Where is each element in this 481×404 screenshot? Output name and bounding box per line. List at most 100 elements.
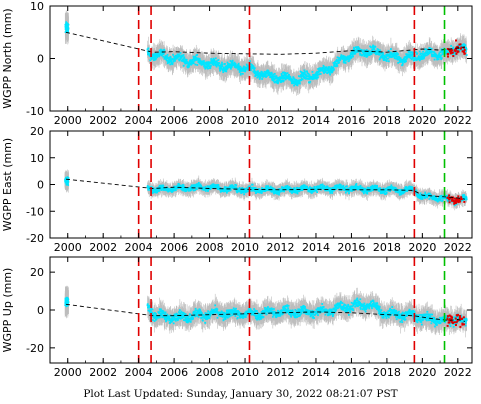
data-point bbox=[208, 65, 211, 68]
data-point bbox=[209, 67, 212, 70]
data-point bbox=[153, 58, 156, 61]
red-point bbox=[455, 48, 458, 51]
data-point bbox=[428, 46, 431, 49]
data-point bbox=[370, 52, 373, 55]
red-point bbox=[451, 51, 454, 54]
data-point bbox=[202, 63, 205, 65]
data-point bbox=[303, 69, 306, 72]
data-point bbox=[171, 62, 174, 65]
data-point bbox=[395, 55, 398, 58]
data-point bbox=[384, 55, 387, 58]
data-point bbox=[311, 70, 314, 73]
data-point bbox=[378, 58, 381, 61]
data-point bbox=[182, 59, 185, 62]
data-point bbox=[275, 76, 278, 78]
data-point bbox=[421, 55, 424, 58]
data-point bbox=[454, 52, 457, 54]
data-point bbox=[155, 57, 157, 60]
data-point bbox=[271, 76, 274, 79]
data-point bbox=[271, 79, 274, 81]
data-point bbox=[263, 73, 266, 76]
data-point bbox=[348, 57, 351, 59]
data-point bbox=[156, 191, 158, 194]
data-point bbox=[335, 60, 337, 62]
data-point bbox=[231, 61, 234, 64]
x-tick-label: 2020 bbox=[408, 114, 436, 127]
data-point bbox=[465, 48, 468, 51]
data-point bbox=[221, 65, 224, 68]
data-point bbox=[207, 67, 209, 70]
data-point bbox=[202, 61, 205, 64]
data-point bbox=[171, 190, 174, 193]
data-point bbox=[64, 178, 66, 181]
x-tick-label: 2012 bbox=[267, 114, 295, 127]
data-point bbox=[183, 56, 186, 59]
data-point bbox=[218, 62, 220, 65]
data-point bbox=[343, 59, 345, 62]
data-point bbox=[170, 59, 173, 62]
data-point bbox=[65, 31, 67, 33]
data-point bbox=[363, 51, 365, 53]
data-point bbox=[301, 78, 304, 81]
data-point bbox=[357, 50, 359, 53]
data-point bbox=[192, 55, 195, 58]
data-point bbox=[287, 75, 290, 78]
data-point bbox=[151, 56, 154, 59]
red-point bbox=[459, 47, 462, 50]
red-points bbox=[446, 39, 466, 58]
data-point bbox=[465, 46, 467, 49]
data-point bbox=[226, 65, 228, 67]
data-point bbox=[192, 58, 195, 61]
data-point bbox=[252, 66, 255, 69]
data-point bbox=[250, 69, 252, 72]
data-point bbox=[160, 48, 162, 51]
data-point bbox=[153, 53, 156, 56]
red-point bbox=[455, 52, 458, 55]
data-point bbox=[280, 76, 283, 79]
data-point bbox=[179, 52, 182, 54]
data-point bbox=[164, 187, 167, 190]
data-point bbox=[271, 74, 274, 77]
data-point bbox=[435, 53, 438, 56]
data-point bbox=[416, 52, 419, 55]
data-point bbox=[168, 57, 171, 60]
red-point bbox=[446, 55, 449, 58]
data-point bbox=[364, 53, 367, 56]
data-point bbox=[384, 59, 386, 61]
data-point bbox=[167, 59, 169, 62]
data-point bbox=[220, 67, 223, 70]
data-point bbox=[190, 63, 193, 66]
data-point bbox=[409, 51, 412, 54]
data-point bbox=[171, 189, 174, 191]
data-point bbox=[300, 77, 303, 80]
data-point bbox=[215, 65, 218, 68]
data-point bbox=[393, 57, 396, 60]
data-point bbox=[404, 58, 407, 61]
y-tick-label: 0 bbox=[37, 53, 44, 66]
data-point bbox=[324, 69, 326, 72]
data-point bbox=[408, 56, 411, 59]
data-point bbox=[395, 54, 398, 57]
data-point bbox=[418, 59, 421, 62]
data-point bbox=[337, 59, 339, 62]
data-point bbox=[315, 71, 318, 74]
data-point bbox=[457, 48, 460, 51]
data-point bbox=[244, 66, 246, 69]
data-point bbox=[343, 55, 346, 58]
data-point bbox=[65, 184, 68, 186]
data-point bbox=[304, 70, 306, 73]
data-point bbox=[398, 57, 401, 59]
data-point bbox=[187, 65, 190, 68]
x-tick-label: 2010 bbox=[231, 114, 259, 127]
data-point bbox=[283, 76, 286, 79]
data-point bbox=[293, 77, 295, 80]
data-point bbox=[433, 58, 436, 61]
data-point bbox=[329, 67, 332, 70]
red-point bbox=[461, 50, 464, 53]
data-point bbox=[231, 59, 234, 62]
data-point bbox=[224, 63, 226, 65]
red-point bbox=[463, 51, 466, 54]
data-point bbox=[255, 71, 257, 74]
data-point bbox=[307, 72, 310, 75]
